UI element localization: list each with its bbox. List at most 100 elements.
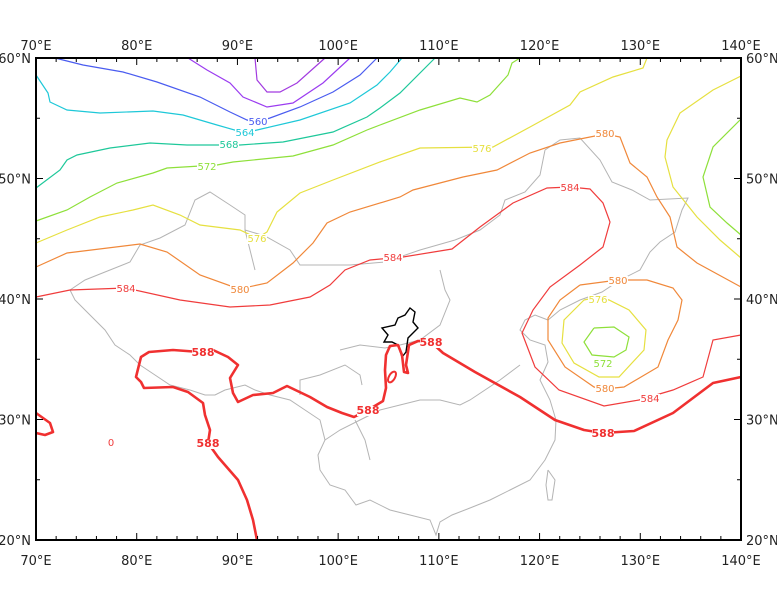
- contour-588: [134, 339, 742, 541]
- contour-lines: [35, 57, 742, 541]
- contour-label-background: [357, 406, 379, 416]
- contour-label-background: [608, 276, 628, 286]
- latitude-label: 60°N: [746, 52, 777, 67]
- longitude-label: 110°E: [419, 554, 459, 569]
- latitude-label: 60°N: [0, 52, 31, 67]
- contour-label: 568: [219, 140, 238, 151]
- contour-556: [187, 57, 351, 108]
- border-line: [69, 137, 689, 537]
- latitude-label: 50°N: [0, 173, 31, 188]
- contour-label-background: [588, 295, 608, 305]
- contour-label: 572: [593, 359, 612, 370]
- contour-label-background: [248, 117, 268, 127]
- contour-564: [35, 57, 403, 134]
- border-line: [244, 229, 256, 271]
- contour-label-background: [420, 338, 442, 348]
- contour-label: 580: [608, 276, 627, 287]
- contour-label-background: [472, 144, 492, 154]
- contour-label: 580: [230, 285, 249, 296]
- contour-588: [35, 411, 55, 437]
- contour-label-background: [197, 162, 217, 172]
- contour-label-background: [383, 253, 403, 263]
- contour-label-background: [219, 140, 239, 150]
- contour-label-background: [595, 129, 615, 139]
- contour-label: 580: [595, 384, 614, 395]
- border-line: [354, 419, 371, 461]
- axis-ticks: [35, 57, 742, 541]
- latitude-label: 20°N: [746, 534, 777, 549]
- contour-label-background: [101, 438, 121, 448]
- longitude-label: 130°E: [621, 39, 661, 54]
- contour-588-island: [387, 370, 397, 384]
- contour-label: 588: [420, 336, 443, 349]
- longitude-label: 80°E: [121, 554, 152, 569]
- contour-label-background: [192, 348, 214, 358]
- latitude-label: 20°N: [0, 534, 31, 549]
- longitude-label: 100°E: [318, 39, 358, 54]
- longitude-label: 90°E: [222, 39, 253, 54]
- contour-580: [547, 279, 683, 390]
- contour-label: 580: [595, 129, 614, 140]
- longitude-label: 70°E: [20, 39, 51, 54]
- contour-568: [35, 57, 436, 189]
- contour-label-background: [116, 284, 136, 294]
- latitude-label: 30°N: [746, 414, 777, 429]
- longitude-label: 140°E: [721, 39, 761, 54]
- longitude-label: 120°E: [520, 39, 560, 54]
- contour-label: 572: [197, 162, 216, 173]
- longitude-label: 140°E: [721, 554, 761, 569]
- contour-572: [583, 326, 630, 358]
- contour-label: 588: [197, 437, 220, 450]
- latitude-label: 50°N: [746, 173, 777, 188]
- border-line: [545, 469, 556, 501]
- contour-label-background: [593, 359, 613, 369]
- contour-label: 576: [472, 144, 491, 155]
- contour-572: [702, 118, 742, 236]
- contour-label-background: [592, 429, 614, 439]
- map-frame: [35, 57, 742, 541]
- contour-label: 0: [108, 438, 114, 449]
- contour-label: 588: [192, 346, 215, 359]
- contour-label: 584: [116, 284, 135, 295]
- contour-label-background: [640, 394, 660, 404]
- longitude-label: 100°E: [318, 554, 358, 569]
- contour-label: 576: [247, 234, 266, 245]
- longitude-label: 70°E: [20, 554, 51, 569]
- contour-576: [35, 57, 648, 244]
- axis-labels: 70°E 70°E 80°E 80°E 90°E 90°E 100°E 100°E 110°E 1…: [0, 39, 777, 569]
- contour-label-background: [235, 128, 255, 138]
- contour-572: [35, 57, 521, 222]
- contour-580: [35, 133, 742, 290]
- contour-label: 584: [560, 183, 579, 194]
- contour-label: 588: [592, 427, 615, 440]
- longitude-label: 130°E: [621, 554, 661, 569]
- contour-label: 584: [640, 394, 659, 405]
- border-line: [324, 364, 521, 441]
- contour-552: [254, 57, 326, 93]
- contour-label-background: [197, 439, 219, 449]
- highlighted-region-outline: [380, 306, 419, 359]
- longitude-label: 110°E: [419, 39, 459, 54]
- longitude-label: 80°E: [121, 39, 152, 54]
- contour-576: [664, 75, 742, 259]
- contour-label-background: [595, 384, 615, 394]
- longitude-label: 90°E: [222, 554, 253, 569]
- contour-584: [35, 186, 742, 407]
- contour-560: [54, 57, 378, 123]
- contour-label: 584: [383, 253, 402, 264]
- longitude-label: 120°E: [520, 554, 560, 569]
- contour-label-background: [560, 183, 580, 193]
- contour-label: 564: [235, 128, 254, 139]
- latitude-label: 30°N: [0, 414, 31, 429]
- latitude-label: 40°N: [0, 293, 31, 308]
- contour-label: 560: [248, 117, 267, 128]
- latitude-label: 40°N: [746, 293, 777, 308]
- border-line: [299, 364, 363, 395]
- contour-label: 576: [588, 295, 607, 306]
- contour-label-background: [230, 285, 250, 295]
- contour-labels: 5605645685725765765805805845845845805765…: [101, 117, 660, 450]
- contour-label-background: [247, 234, 267, 244]
- contour-label: 588: [357, 404, 380, 417]
- country-borders: [69, 137, 689, 537]
